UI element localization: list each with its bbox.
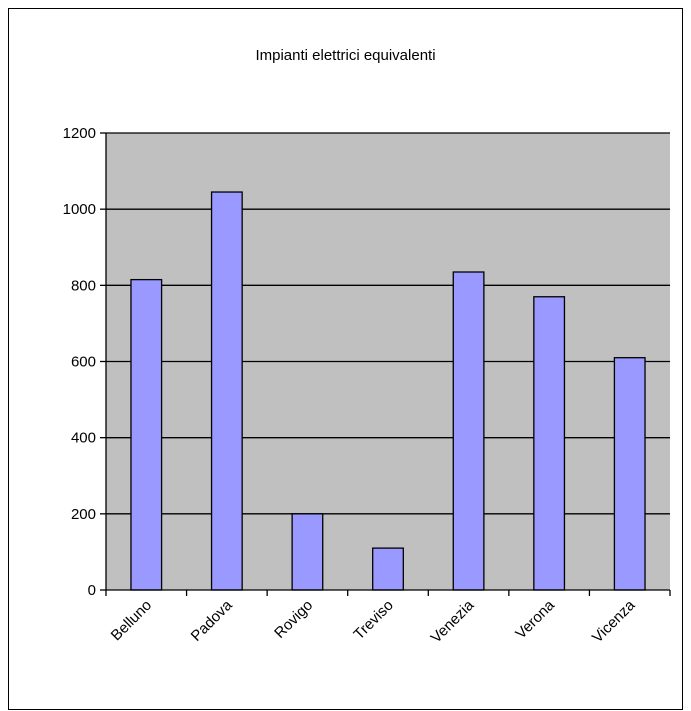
y-tick-label: 0 xyxy=(88,582,96,599)
bar xyxy=(372,547,404,591)
y-tick-labels: 0 200 400 600 800 1000 1200 xyxy=(63,125,96,599)
y-tick-label: 1000 xyxy=(63,201,96,218)
bar xyxy=(613,357,646,591)
bar xyxy=(291,513,324,591)
bars xyxy=(130,191,646,591)
gridlines xyxy=(106,132,670,515)
x-tick-label: Padova xyxy=(188,596,236,644)
x-tick-label: Belluno xyxy=(108,597,155,644)
axes xyxy=(100,132,671,596)
bar xyxy=(130,278,163,591)
y-tick-label: 200 xyxy=(71,506,96,523)
x-tick-label: Venezia xyxy=(428,596,478,646)
chart-title: Impianti elettrici equivalenti xyxy=(255,47,436,64)
x-tick-label: Vicenza xyxy=(589,596,639,646)
bar xyxy=(533,296,566,591)
x-tick-labels: Belluno Padova Rovigo Treviso Venezia Verona V… xyxy=(108,596,639,646)
y-tick-label: 1200 xyxy=(63,125,96,142)
x-tick-label: Verona xyxy=(512,596,558,642)
y-tick-label: 600 xyxy=(71,354,96,371)
x-tick-label: Treviso xyxy=(350,597,396,643)
bar xyxy=(210,191,243,591)
y-tick-label: 800 xyxy=(71,277,96,294)
x-tick-label: Rovigo xyxy=(271,597,316,642)
bar xyxy=(452,271,485,591)
y-tick-label: 400 xyxy=(71,430,96,447)
